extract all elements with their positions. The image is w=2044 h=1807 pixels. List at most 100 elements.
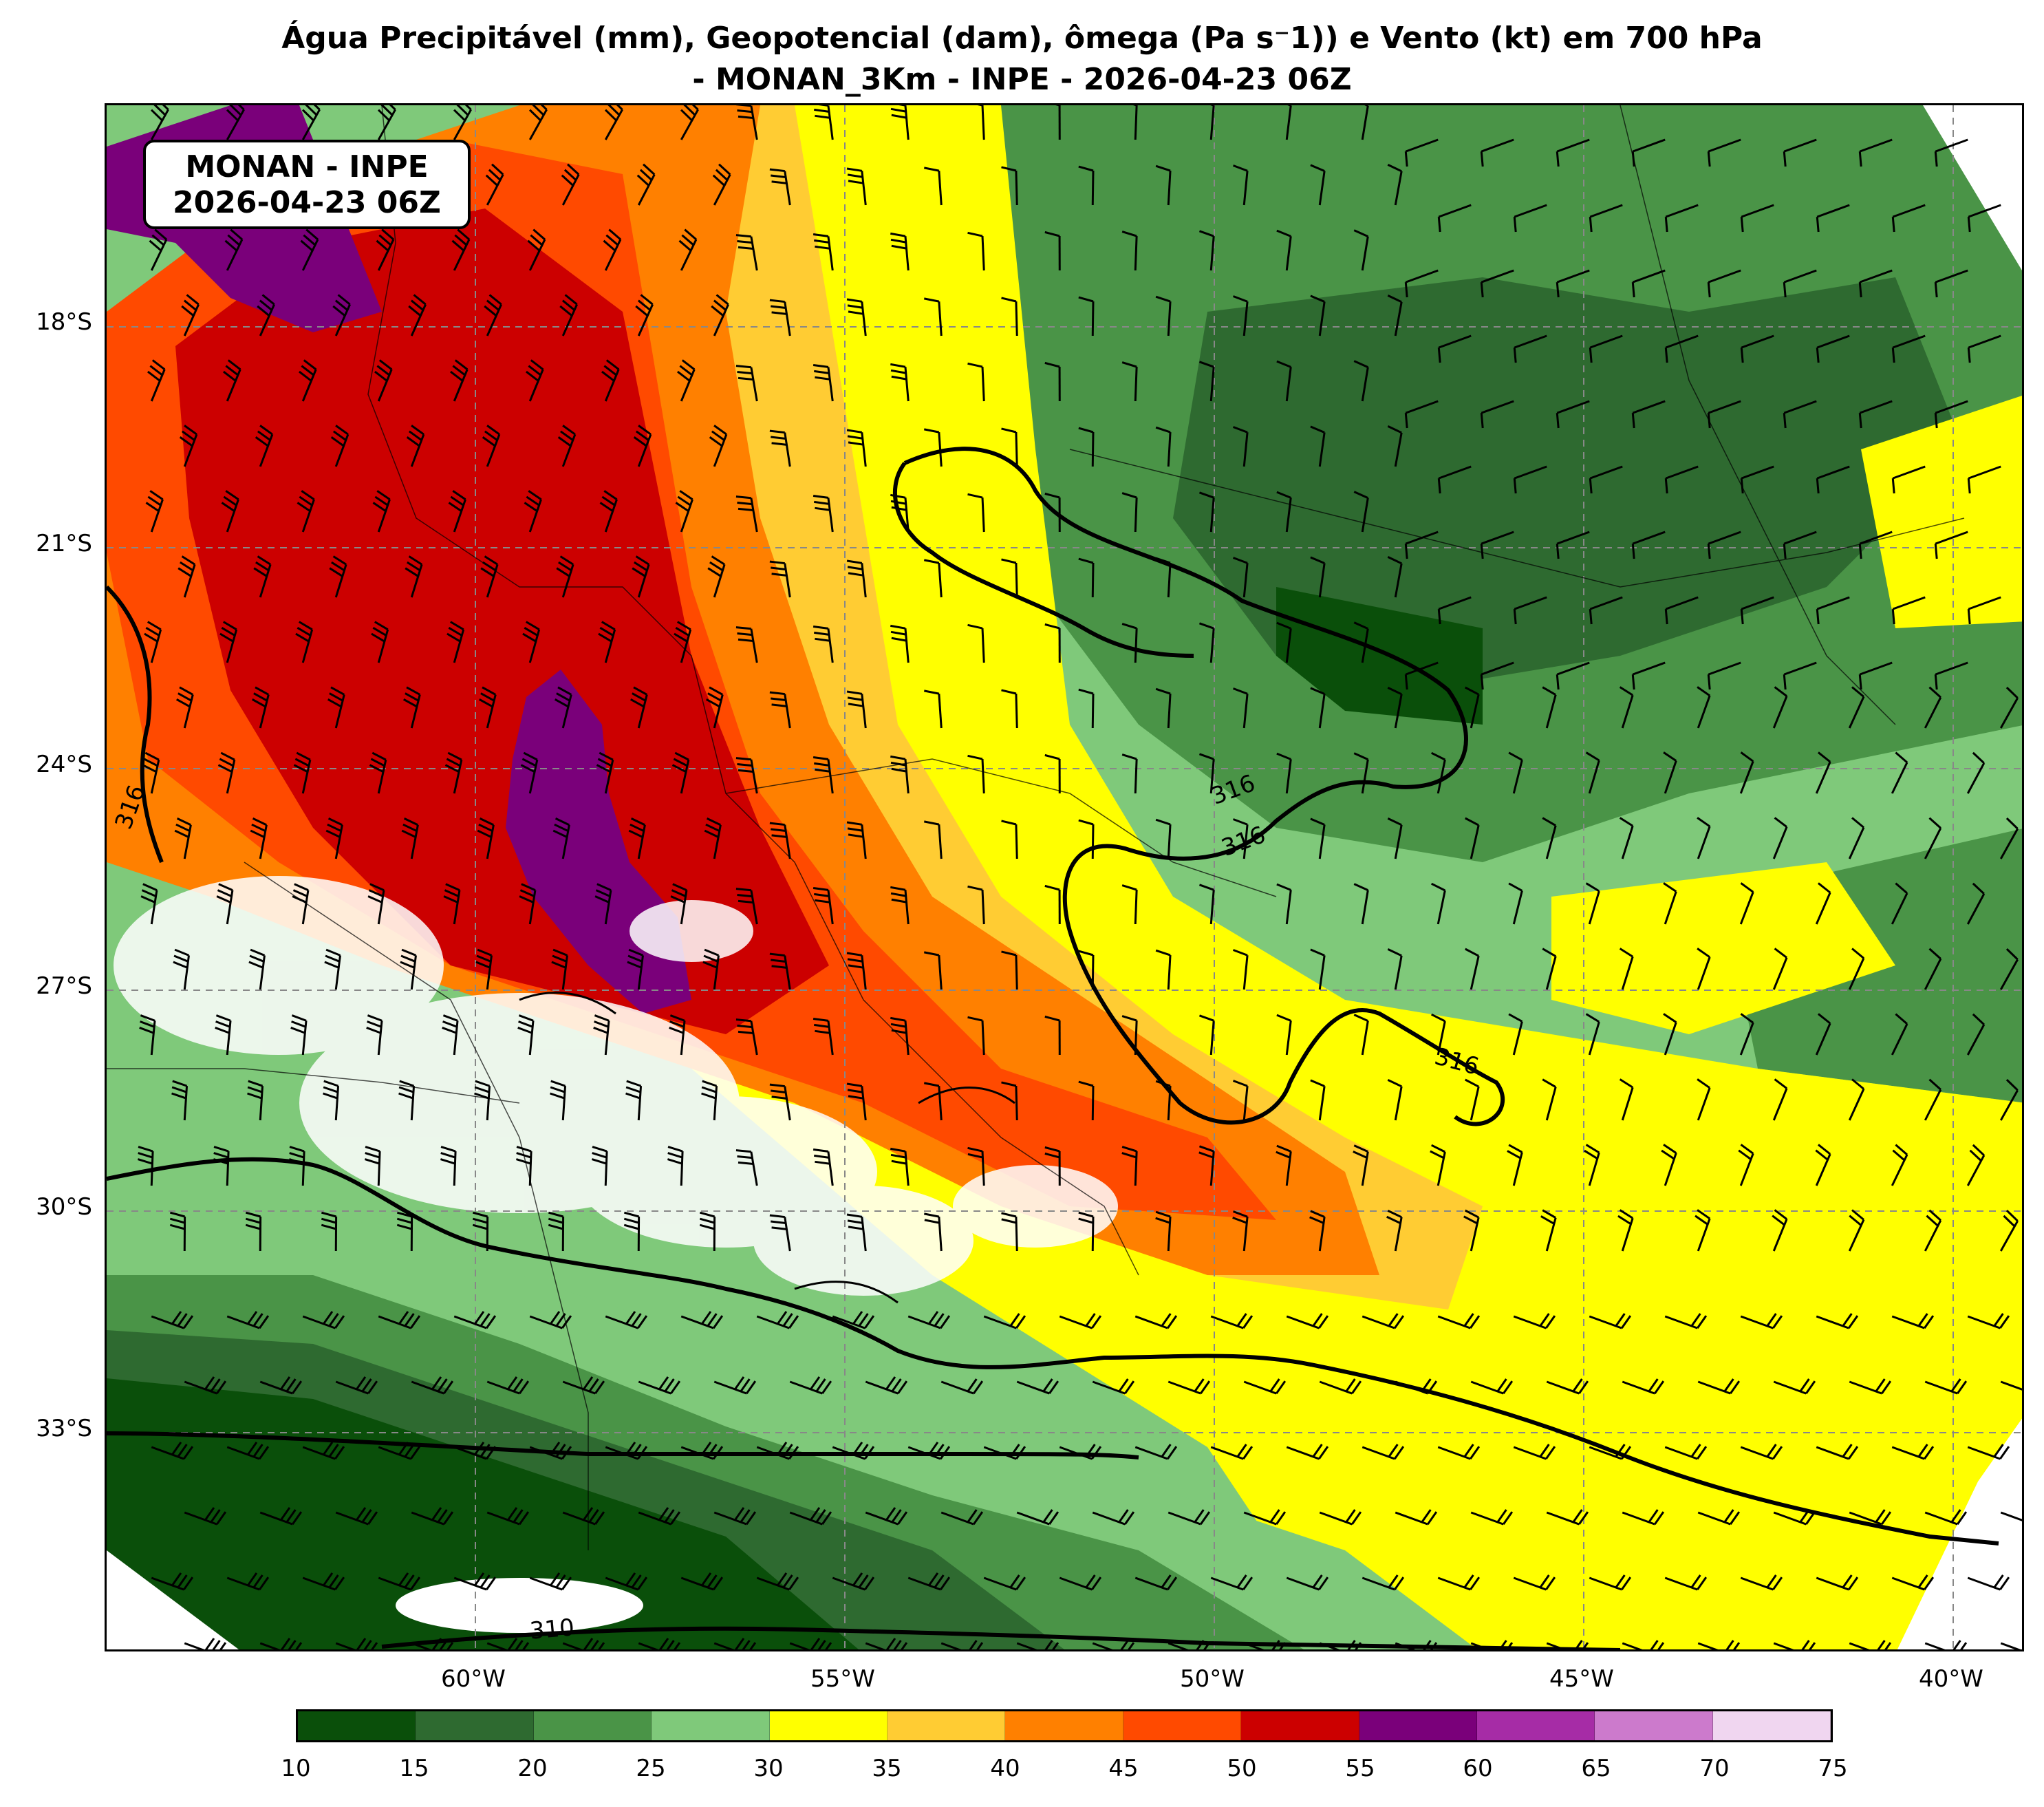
wind-barb-flag <box>405 692 419 702</box>
wind-barb-shaft <box>1588 760 1600 794</box>
wind-barb-flag <box>437 1378 448 1392</box>
wind-barb-flag <box>670 1380 681 1394</box>
wind-barb-shaft <box>1437 1020 1446 1056</box>
wind-barb-flag <box>303 234 316 246</box>
wind-barb-shaft <box>1394 955 1403 990</box>
wind-barb-flag <box>1972 751 1985 764</box>
wind-barb-shaft <box>1209 367 1215 402</box>
wind-barb-flag <box>1310 687 1325 695</box>
wind-barb-flag <box>367 1020 382 1028</box>
wind-barb-flag <box>290 1027 305 1034</box>
wind-barb-flag <box>371 1642 378 1649</box>
wind-barb-flag <box>288 1158 304 1165</box>
map-area[interactable]: 316 316 316 316 310 <box>105 103 2024 1651</box>
wind-barb-flag <box>1232 1217 1247 1224</box>
wind-barb-flag <box>437 1509 448 1523</box>
wind-barb-flag <box>550 1092 565 1100</box>
wind-barb-flag <box>1015 1446 1026 1459</box>
wind-barb-shaft <box>1816 334 1850 349</box>
wind-barb-flag <box>674 1642 681 1649</box>
wind-barb-flag <box>325 954 340 963</box>
wind-barb-shaft <box>981 105 985 140</box>
wind-barb-flag <box>365 1146 380 1153</box>
wind-barb-flag <box>604 109 617 122</box>
wind-barb-flag <box>891 1159 907 1165</box>
wind-barb-flag <box>846 821 863 826</box>
wind-barb-flag <box>1619 686 1634 696</box>
wind-barb-flag <box>940 1315 951 1329</box>
wind-barb-flag <box>1404 281 1408 298</box>
wind-barb-flag <box>715 169 729 181</box>
wind-barb-flag <box>215 1027 230 1034</box>
wind-barb-flag <box>1695 1215 1708 1226</box>
wind-barb-flag <box>1928 948 1941 960</box>
wind-barb-flag <box>1842 1444 1853 1457</box>
wind-barb-flag <box>1353 752 1368 761</box>
wind-barb-flag <box>674 751 689 761</box>
wind-barb-flag <box>445 883 460 891</box>
wind-barb-flag <box>153 105 166 116</box>
wind-barb-flag <box>583 1376 594 1390</box>
wind-barb-flag <box>218 883 233 891</box>
wind-barb-flag <box>480 1444 491 1457</box>
wind-barb-flag <box>1740 1144 1754 1155</box>
wind-barb-shaft <box>1015 824 1018 859</box>
wind-barb-flag <box>1232 557 1248 564</box>
wind-barb-shaft <box>1242 694 1249 729</box>
wind-barb-flag <box>1851 948 1864 959</box>
wind-barb-flag <box>1875 1509 1886 1523</box>
wind-barb-flag <box>372 502 387 512</box>
colorbar-segment <box>1005 1711 1123 1740</box>
wind-barb-flag <box>554 698 569 708</box>
wind-barb-flag <box>251 698 266 708</box>
wind-barb-flag <box>1849 1215 1862 1226</box>
wind-barb-flag <box>402 698 418 708</box>
wind-barb-flag <box>372 751 387 761</box>
wind-barb-flag <box>554 823 569 833</box>
wind-barb-flag <box>1078 1211 1094 1218</box>
wind-barb-shaft <box>981 628 985 663</box>
wind-barb-flag <box>145 627 160 637</box>
wind-barb-flag <box>1387 556 1402 565</box>
lat-label: 24°S <box>36 751 92 778</box>
wind-barb-flag <box>444 764 460 773</box>
wind-barb-flag <box>847 304 863 309</box>
wind-barb-flag <box>323 1311 334 1325</box>
wind-barb-flag <box>1934 543 1938 559</box>
wind-barb-flag <box>1386 1215 1401 1225</box>
wind-barb-flag <box>847 958 863 963</box>
wind-barb-flag <box>488 294 502 306</box>
wind-barb-flag <box>742 1640 751 1649</box>
wind-barb-flag <box>442 1027 457 1034</box>
wind-barb-shaft <box>1741 596 1774 610</box>
wind-barb-shaft <box>1556 661 1590 676</box>
wind-barb-shaft <box>1924 1089 1942 1121</box>
wind-barb-flag <box>1001 950 1017 956</box>
wind-barb-flag <box>1799 1509 1810 1523</box>
wind-barb-flag <box>1353 1014 1368 1023</box>
wind-barb-flag <box>706 817 722 826</box>
wind-barb-flag <box>217 889 233 897</box>
wind-barb-shaft <box>1134 758 1138 794</box>
wind-barb-flag <box>170 1211 186 1218</box>
wind-barb-flag <box>1851 817 1864 828</box>
wind-barb-flag <box>552 829 568 838</box>
colorbar-tick: 55 <box>1345 1755 1375 1782</box>
wind-barb-shaft <box>1589 204 1623 218</box>
wind-barb-flag <box>335 425 349 436</box>
wind-barb-flag <box>138 1152 153 1159</box>
wind-barb-flag <box>711 430 725 441</box>
wind-barb-flag <box>813 233 829 237</box>
wind-barb-flag <box>294 883 309 891</box>
wind-barb-flag <box>548 1217 563 1224</box>
wind-barb-flag <box>249 954 264 963</box>
wind-barb-shaft <box>981 889 985 925</box>
wind-barb-flag <box>588 1509 599 1523</box>
wind-barb-flag <box>1353 491 1368 500</box>
wind-barb-flag <box>769 299 785 303</box>
wind-barb-flag <box>561 1576 572 1590</box>
wind-barb-flag <box>737 1155 753 1159</box>
wind-barb-flag <box>528 109 541 122</box>
wind-barb-flag <box>321 1223 336 1230</box>
wind-barb-flag <box>484 305 497 317</box>
